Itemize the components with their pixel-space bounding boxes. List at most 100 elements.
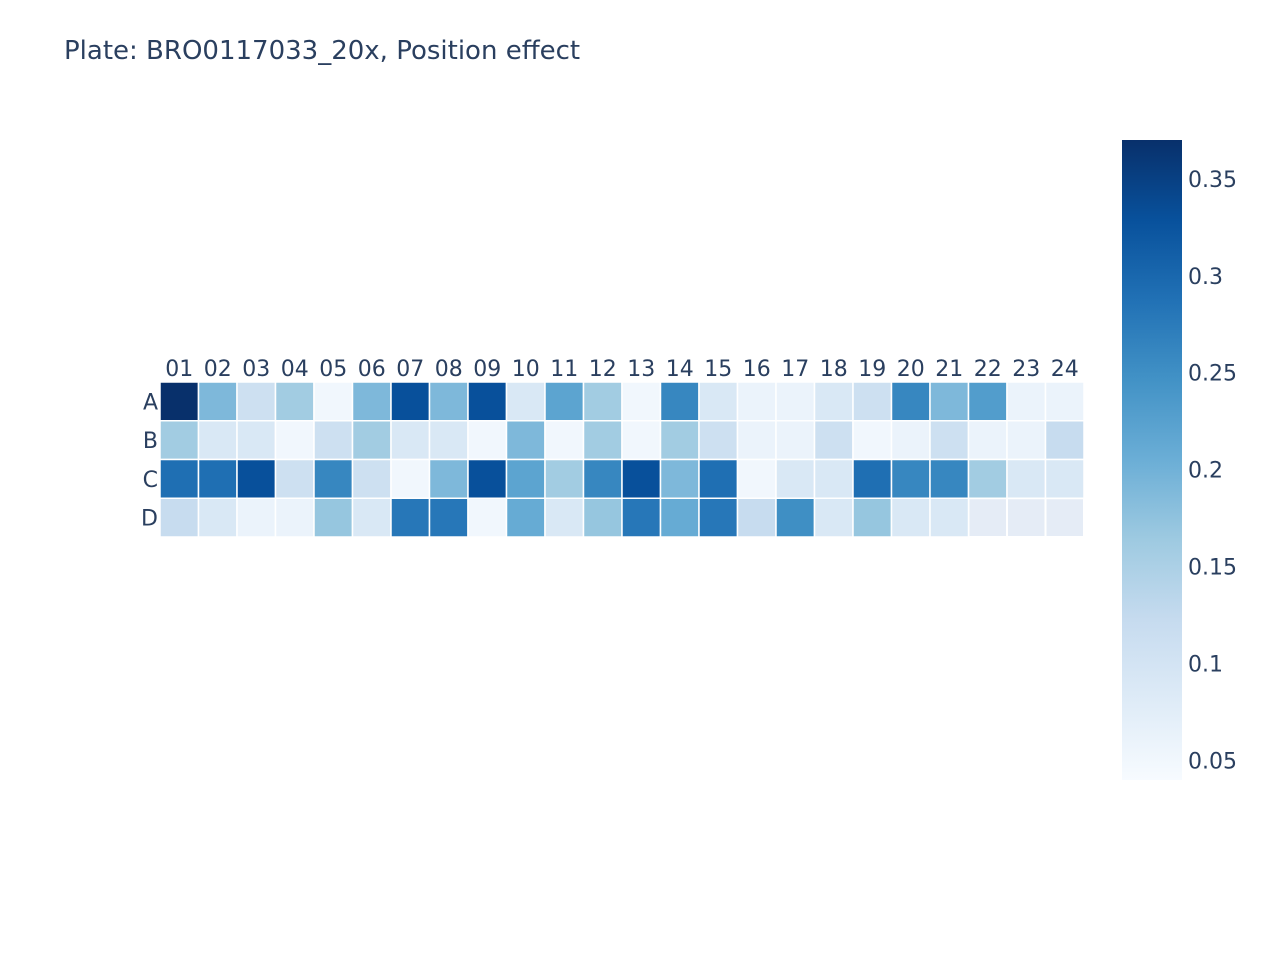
heatmap-cell-A16	[736, 381, 777, 422]
x-tick-label: 23	[1012, 357, 1040, 382]
x-tick-label: 19	[858, 357, 886, 382]
heatmap-cell-B13	[621, 420, 662, 461]
heatmap-cell-A15	[698, 381, 739, 422]
y-tick-label: D	[141, 507, 158, 532]
x-tick-label: 09	[473, 357, 501, 382]
heatmap-cell-A02	[197, 381, 238, 422]
x-tick-label: 07	[396, 357, 424, 382]
heatmap-cell-C16	[736, 458, 777, 499]
x-tick-label: 14	[666, 357, 694, 382]
heatmap-cell-A14	[659, 381, 700, 422]
heatmap-cell-D17	[775, 497, 816, 538]
heatmap-cell-D12	[582, 497, 623, 538]
heatmap-cell-D04	[274, 497, 315, 538]
heatmap-cell-C21	[929, 458, 970, 499]
heatmap-cell-B06	[351, 420, 392, 461]
heatmap-cell-C14	[659, 458, 700, 499]
heatmap-cell-D13	[621, 497, 662, 538]
heatmap-cell-A11	[544, 381, 585, 422]
heatmap-cell-C22	[967, 458, 1008, 499]
heatmap-cell-C06	[351, 458, 392, 499]
x-tick-label: 24	[1051, 357, 1079, 382]
heatmap-cell-B07	[390, 420, 431, 461]
heatmap-cell-C24	[1044, 458, 1085, 499]
heatmap-cell-B03	[236, 420, 277, 461]
heatmap-cell-C13	[621, 458, 662, 499]
heatmap-cell-B11	[544, 420, 585, 461]
x-tick-label: 21	[935, 357, 963, 382]
x-tick-label: 17	[781, 357, 809, 382]
heatmap-cell-B02	[197, 420, 238, 461]
heatmap-cell-A04	[274, 381, 315, 422]
x-tick-label: 01	[165, 357, 193, 382]
heatmap-cell-B20	[890, 420, 931, 461]
heatmap-cell-B23	[1006, 420, 1047, 461]
heatmap-cell-A01	[159, 381, 200, 422]
heatmap-cell-C02	[197, 458, 238, 499]
colorbar-ticks: 0.35 0.3 0.25 0.2 0.15 0.1 0.05	[1188, 168, 1237, 775]
heatmap-cell-D18	[813, 497, 854, 538]
heatmap-cell-A05	[313, 381, 354, 422]
heatmap-cell-C12	[582, 458, 623, 499]
colorbar-tick-label: 0.05	[1188, 750, 1237, 775]
heatmap-cell-C09	[467, 458, 508, 499]
heatmap-cell-B08	[428, 420, 469, 461]
colorbar-tick-label: 0.3	[1188, 265, 1223, 290]
heatmap-cell-B09	[467, 420, 508, 461]
heatmap-cell-B01	[159, 420, 200, 461]
y-tick-label: B	[143, 429, 158, 454]
heatmap-cell-A10	[505, 381, 546, 422]
heatmap-cell-C03	[236, 458, 277, 499]
x-tick-label: 04	[281, 357, 309, 382]
heatmap-cell-B10	[505, 420, 546, 461]
x-axis-ticks: 01 02 03 04 05 06 07 08 09 10 11 12 13 14 15 16 17 18 19 20…	[165, 357, 1079, 382]
x-tick-label: 11	[550, 357, 578, 382]
colorbar-tick-label: 0.35	[1188, 168, 1237, 193]
heatmap-cell-B19	[852, 420, 893, 461]
colorbar-tick-label: 0.25	[1188, 362, 1237, 387]
heatmap-cell-B14	[659, 420, 700, 461]
x-tick-label: 06	[358, 357, 386, 382]
y-tick-label: A	[143, 390, 158, 415]
heatmap-cell-A03	[236, 381, 277, 422]
heatmap-cell-D09	[467, 497, 508, 538]
heatmap-cell-D15	[698, 497, 739, 538]
heatmap-cell-B12	[582, 420, 623, 461]
heatmap-cell-A13	[621, 381, 662, 422]
heatmap-cell-B16	[736, 420, 777, 461]
colorbar-tick-label: 0.15	[1188, 556, 1237, 581]
colorbar	[1122, 140, 1182, 780]
heatmap-cell-B04	[274, 420, 315, 461]
heatmap-cell-B22	[967, 420, 1008, 461]
heatmap-cell-C23	[1006, 458, 1047, 499]
heatmap-cell-A12	[582, 381, 623, 422]
heatmap-cell-C15	[698, 458, 739, 499]
heatmap-cell-D01	[159, 497, 200, 538]
heatmap-cell-C08	[428, 458, 469, 499]
heatmap-cell-A23	[1006, 381, 1047, 422]
colorbar-tick-label: 0.2	[1188, 459, 1223, 484]
heatmap-cell-C04	[274, 458, 315, 499]
heatmap-cell-D21	[929, 497, 970, 538]
heatmap-cell-A17	[775, 381, 816, 422]
heatmap-cell-D20	[890, 497, 931, 538]
heatmap-cell-C10	[505, 458, 546, 499]
heatmap-cell-A08	[428, 381, 469, 422]
heatmap-cell-D02	[197, 497, 238, 538]
heatmap-cells	[159, 381, 1085, 538]
heatmap-cell-A19	[852, 381, 893, 422]
x-tick-label: 15	[704, 357, 732, 382]
heatmap-cell-A18	[813, 381, 854, 422]
x-tick-label: 02	[204, 357, 232, 382]
x-tick-label: 05	[319, 357, 347, 382]
x-tick-label: 22	[974, 357, 1002, 382]
colorbar-tick-label: 0.1	[1188, 653, 1223, 678]
heatmap-cell-C05	[313, 458, 354, 499]
x-tick-label: 08	[435, 357, 463, 382]
heatmap-cell-A20	[890, 381, 931, 422]
x-tick-label: 13	[627, 357, 655, 382]
x-tick-label: 18	[820, 357, 848, 382]
heatmap-cell-A07	[390, 381, 431, 422]
